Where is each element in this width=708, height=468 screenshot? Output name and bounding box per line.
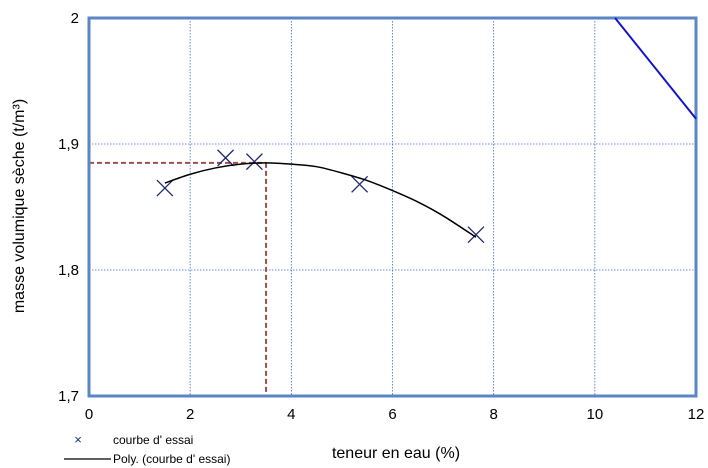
x-tick-label: 0 [85,406,93,423]
x-tick-label: 2 [186,406,194,423]
data-point-marker [467,226,485,244]
data-point-marker [245,153,263,171]
y-tick-label: 1,8 [58,262,79,279]
reference-lines [89,161,268,396]
x-tick-label: 4 [287,406,295,423]
x-tick-label: 8 [489,406,497,423]
x-tick-label: 6 [388,406,396,423]
x-tick-label: 12 [688,406,705,423]
y-axis-title: masse volumique sèche (t/m³) [11,99,28,313]
y-tick-label: 1,9 [58,136,79,153]
trendline-curve [164,162,477,238]
y-tick-label: 1,7 [58,388,79,405]
x-axis-title: teneur en eau (%) [332,445,460,462]
legend: × courbe d' essai Poly. (courbe d' essai… [64,432,230,466]
y-tick-label: 2 [71,10,79,27]
plot-area-frame [87,16,698,398]
saturation-line [614,17,697,120]
tick-labels: 0 2 4 6 8 10 12 1,7 1,8 1,9 2 [58,10,704,423]
data-point-marker [217,149,235,167]
gridlines [89,18,696,396]
legend-label-trendline: Poly. (courbe d' essai) [113,452,230,466]
legend-label-points: courbe d' essai [113,433,193,447]
legend-marker-x-icon: × [74,432,82,447]
x-tick-label: 10 [586,406,603,423]
data-series [156,17,697,244]
data-point-marker [156,179,174,197]
